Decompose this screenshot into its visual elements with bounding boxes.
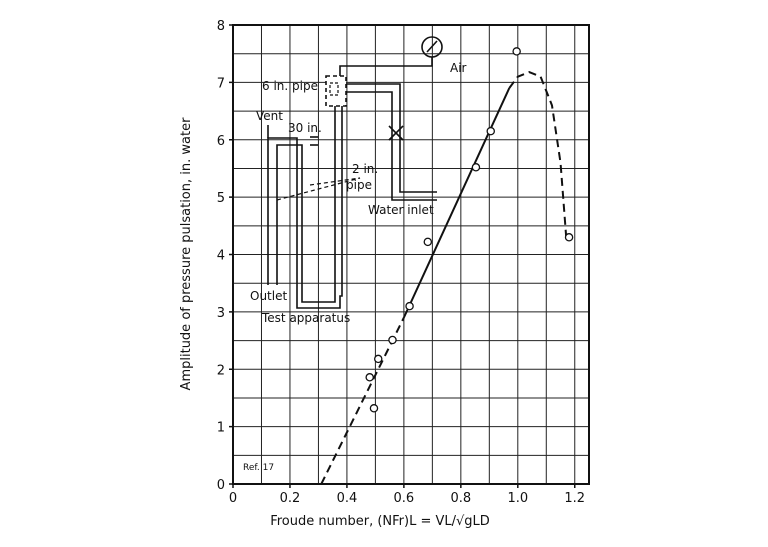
annotation: Ref. 17 xyxy=(243,463,274,473)
annotation: 30 in. xyxy=(288,121,322,135)
x-tick-label: 1.2 xyxy=(564,491,585,506)
y-tick-label: 0 xyxy=(217,478,225,493)
dashed-curve xyxy=(320,317,405,485)
y-tick-label: 4 xyxy=(217,249,225,264)
valve xyxy=(388,125,404,141)
apparatus-diagram: 6 in. pipe Air Vent 30 in. 2 in. pipe Wa… xyxy=(243,36,467,473)
data-point xyxy=(486,126,495,136)
x-tick-label: 0.2 xyxy=(280,491,301,506)
x-tick-label: 1.0 xyxy=(507,491,528,506)
data-point xyxy=(405,301,414,311)
pointer xyxy=(276,177,361,201)
x-tick-label: 0.8 xyxy=(450,491,471,506)
dashed-curve xyxy=(508,70,568,238)
annotation: pipe xyxy=(346,178,372,192)
x-axis-label: Froude number, (NFr)L = VL/√gLD xyxy=(270,514,490,529)
y-tick-label: 3 xyxy=(217,306,225,321)
data-point xyxy=(365,373,374,382)
pointer xyxy=(309,177,361,186)
tube-outer xyxy=(267,106,343,309)
data-point xyxy=(373,354,383,364)
y-tick-label: 6 xyxy=(217,134,225,149)
y-tick-label: 2 xyxy=(217,363,225,378)
gauge-needle xyxy=(426,40,438,53)
data-point xyxy=(512,47,521,56)
y-tick-label: 7 xyxy=(217,76,225,91)
annotation: 6 in. pipe xyxy=(262,79,318,93)
y-axis-label: Amplitude of pressure pulsation, in. wat… xyxy=(179,117,194,391)
data-point xyxy=(369,404,379,413)
data-point xyxy=(471,163,481,172)
y-tick-label: 1 xyxy=(217,421,225,436)
x-tick-label: 0.4 xyxy=(337,491,358,506)
y-tick-label: 5 xyxy=(217,191,225,206)
annotation: Vent xyxy=(256,109,283,123)
annotation: Outlet xyxy=(250,289,287,303)
air-pipe xyxy=(339,57,433,76)
data-point xyxy=(564,233,574,242)
annotation: Test apparatus xyxy=(261,311,350,325)
y-tick-label: 8 xyxy=(217,19,225,34)
x-tick-label: 0.6 xyxy=(394,491,415,506)
data-point xyxy=(388,335,397,345)
pipe-box xyxy=(325,75,347,107)
x-tick-label: 0 xyxy=(229,491,237,506)
annotation: Air xyxy=(450,61,467,75)
fit-line xyxy=(402,87,511,319)
data-point xyxy=(423,237,433,247)
tube-inner xyxy=(276,106,336,303)
annotation: 2 in. xyxy=(352,162,378,176)
water-pipe-inner xyxy=(346,91,437,201)
annotation: Water inlet xyxy=(368,203,434,217)
